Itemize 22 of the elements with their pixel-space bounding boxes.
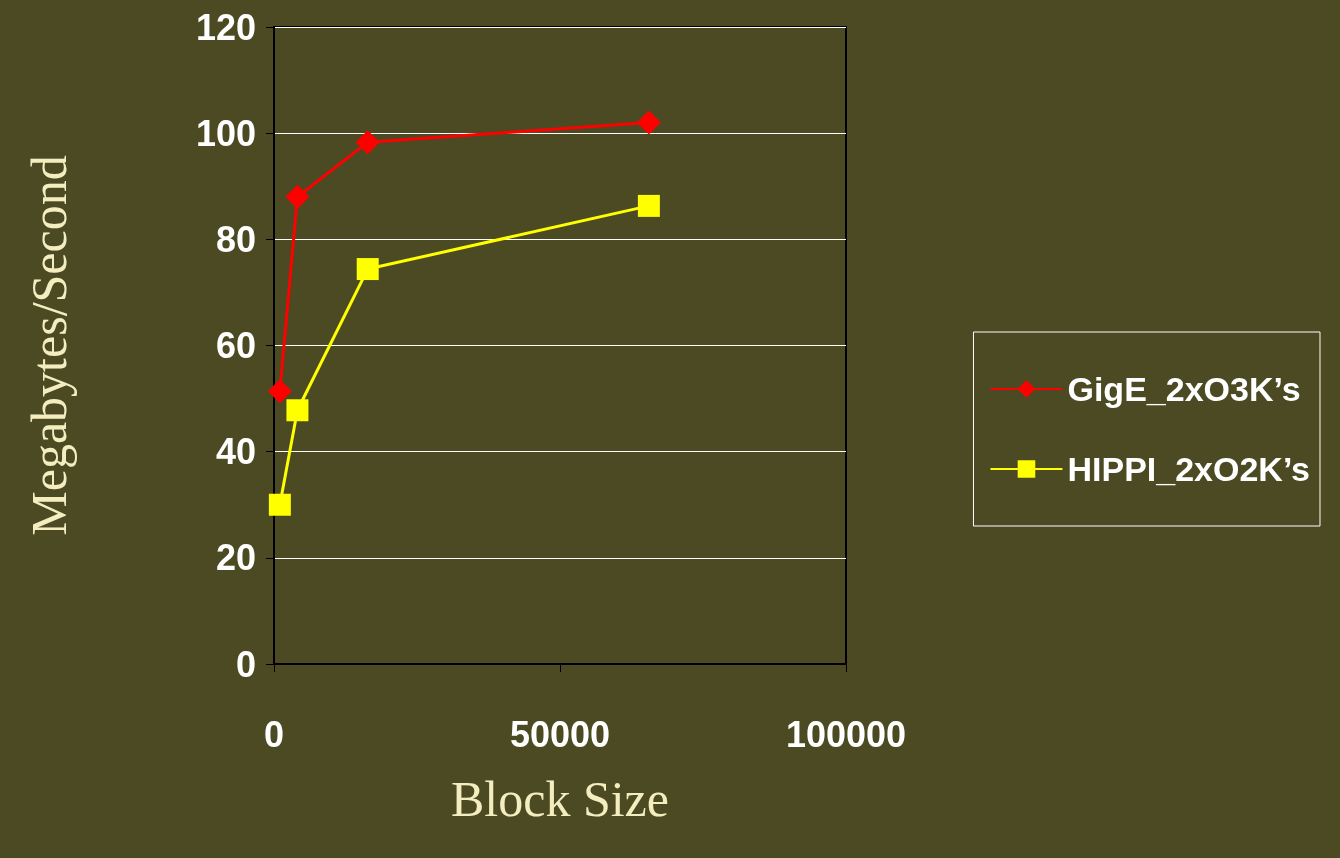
point [637, 194, 660, 217]
y-tick-label: 120 [195, 6, 256, 48]
point [285, 184, 310, 209]
y-tick-label: 40 [215, 431, 256, 473]
point [355, 130, 380, 155]
point [286, 399, 309, 422]
x-tick-label: 100000 [785, 713, 907, 755]
point [356, 258, 379, 281]
legend-label: HIPPI_2xO2K’s [1067, 450, 1311, 488]
y-tick-label: 20 [215, 537, 256, 579]
y-tick-label: 0 [235, 643, 256, 685]
legend-label: GigE_2xO3K’s [1067, 370, 1301, 408]
y-tick-label: 100 [195, 112, 256, 154]
point [268, 493, 291, 516]
x-axis-title: Block Size [450, 771, 670, 827]
x-tick-label: 0 [263, 713, 285, 755]
point [267, 379, 292, 404]
x-tick-label: 50000 [509, 713, 611, 755]
y-axis-title: Megabytes/Second [21, 155, 77, 536]
point [636, 110, 661, 135]
y-tick-label: 60 [215, 325, 256, 366]
y-tick-label: 80 [215, 218, 256, 260]
